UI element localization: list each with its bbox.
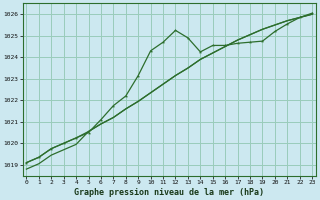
X-axis label: Graphe pression niveau de la mer (hPa): Graphe pression niveau de la mer (hPa): [74, 188, 264, 197]
